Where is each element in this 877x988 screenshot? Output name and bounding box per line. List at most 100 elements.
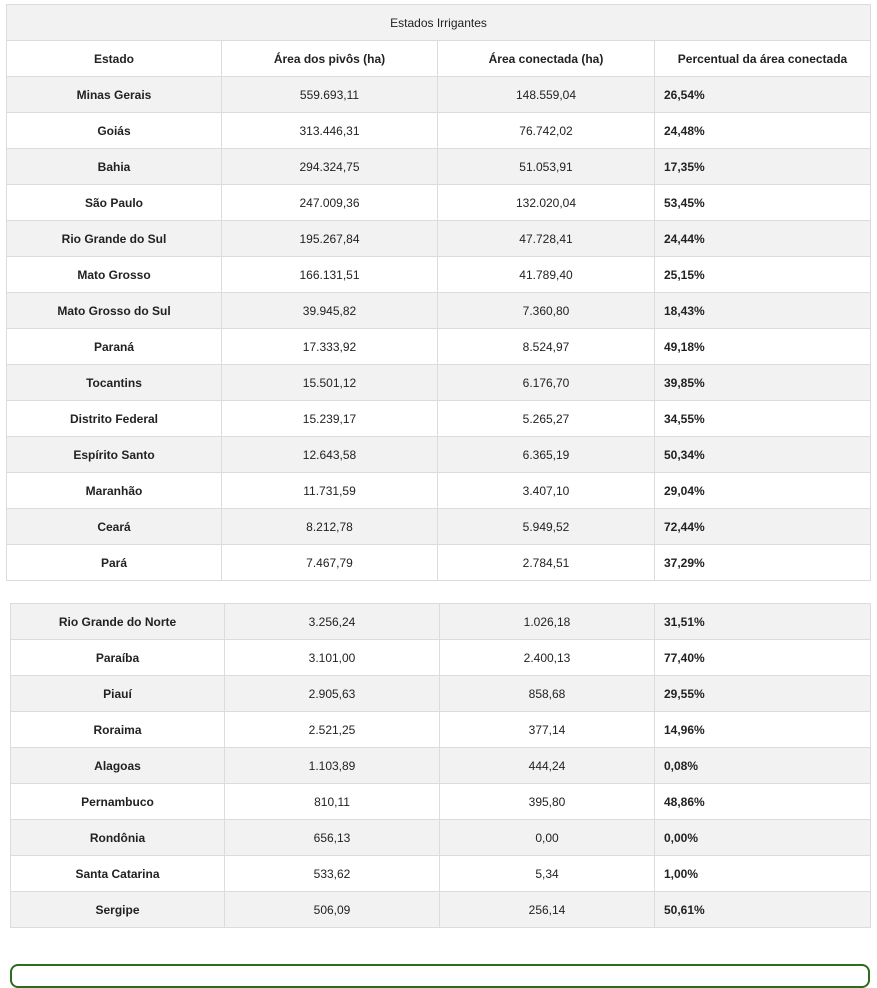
table-title: Estados Irrigantes	[5, 4, 872, 41]
connected-percent: 1,00%	[654, 855, 871, 892]
pivot-area: 8.212,78	[221, 508, 438, 545]
connected-area: 377,14	[439, 711, 655, 748]
state-name: Roraima	[10, 711, 225, 748]
state-name: Mato Grosso	[6, 256, 222, 293]
pivot-area: 15.501,12	[221, 364, 438, 401]
state-name: São Paulo	[6, 184, 222, 221]
connected-area: 132.020,04	[437, 184, 655, 221]
state-row: São Paulo 247.009,36 132.020,04 53,45%	[6, 184, 872, 221]
connected-area: 256,14	[439, 891, 655, 928]
connected-percent: 77,40%	[654, 639, 871, 676]
state-row: Roraima 2.521,25 377,14 14,96%	[10, 711, 871, 748]
column-header: Estado	[6, 40, 222, 77]
state-name: Pará	[6, 544, 222, 581]
connected-area: 2.400,13	[439, 639, 655, 676]
state-row: Espírito Santo 12.643,58 6.365,19 50,34%	[6, 436, 872, 473]
connected-percent: 17,35%	[653, 148, 872, 185]
state-row: Alagoas 1.103,89 444,24 0,08%	[10, 747, 871, 784]
connected-percent: 39,85%	[653, 364, 872, 401]
state-row: Maranhão 11.731,59 3.407,10 29,04%	[6, 472, 872, 509]
connected-percent: 0,00%	[654, 819, 871, 856]
header-row: Estado Área dos pivôs (ha) Área conectada …	[6, 40, 872, 77]
connected-area: 0,00	[439, 819, 655, 856]
state-name: Tocantins	[6, 364, 222, 401]
state-row: Rondônia 656,13 0,00 0,00%	[10, 819, 871, 856]
connected-area: 5.265,27	[437, 400, 655, 437]
pivot-area: 2.905,63	[224, 675, 440, 712]
pivot-area: 1.103,89	[224, 747, 440, 784]
connected-area: 148.559,04	[437, 76, 655, 113]
connected-percent: 0,08%	[654, 747, 871, 784]
state-name: Mato Grosso do Sul	[6, 292, 222, 329]
pivot-area: 12.643,58	[221, 436, 438, 473]
state-name: Bahia	[6, 148, 222, 185]
connected-percent: 37,29%	[653, 544, 872, 581]
connected-area: 6.176,70	[437, 364, 655, 401]
state-name: Paraíba	[10, 639, 225, 676]
state-name: Piauí	[10, 675, 225, 712]
state-row: Distrito Federal 15.239,17 5.265,27 34,55%	[6, 400, 872, 437]
pivot-area: 506,09	[224, 891, 440, 928]
pivot-area: 17.333,92	[221, 328, 438, 365]
pivot-area: 533,62	[224, 855, 440, 892]
state-row: Sergipe 506,09 256,14 50,61%	[10, 891, 871, 928]
state-row: Minas Gerais 559.693,11 148.559,04 26,54%	[6, 76, 872, 113]
pivot-area: 810,11	[224, 783, 440, 820]
connected-percent: 48,86%	[654, 783, 871, 820]
connected-area: 41.789,40	[437, 256, 655, 293]
pivot-area: 39.945,82	[221, 292, 438, 329]
pivot-area: 15.239,17	[221, 400, 438, 437]
state-name: Rondônia	[10, 819, 225, 856]
pivot-area: 247.009,36	[221, 184, 438, 221]
state-row: Mato Grosso 166.131,51 41.789,40 25,15%	[6, 256, 872, 293]
connected-area: 1.026,18	[439, 603, 655, 640]
connected-area: 47.728,41	[437, 220, 655, 257]
connected-area: 3.407,10	[437, 472, 655, 509]
pivot-area: 3.256,24	[224, 603, 440, 640]
pivot-area: 11.731,59	[221, 472, 438, 509]
connected-percent: 49,18%	[653, 328, 872, 365]
connected-area: 2.784,51	[437, 544, 655, 581]
connected-percent: 34,55%	[653, 400, 872, 437]
connected-area: 51.053,91	[437, 148, 655, 185]
connected-area: 8.524,97	[437, 328, 655, 365]
state-row: Mato Grosso do Sul 39.945,82 7.360,80 18,43…	[6, 292, 872, 329]
state-row: Pernambuco 810,11 395,80 48,86%	[10, 783, 871, 820]
state-row: Rio Grande do Norte 3.256,24 1.026,18 31,51…	[10, 603, 871, 640]
state-row: Paraná 17.333,92 8.524,97 49,18%	[6, 328, 872, 365]
connected-percent: 18,43%	[653, 292, 872, 329]
pivot-area: 7.467,79	[221, 544, 438, 581]
connected-area: 858,68	[439, 675, 655, 712]
pivot-area: 313.446,31	[221, 112, 438, 149]
state-row: Goiás 313.446,31 76.742,02 24,48%	[6, 112, 872, 149]
connected-percent: 29,04%	[653, 472, 872, 509]
state-name: Espírito Santo	[6, 436, 222, 473]
state-name: Paraná	[6, 328, 222, 365]
state-name: Rio Grande do Norte	[10, 603, 225, 640]
pivot-area: 294.324,75	[221, 148, 438, 185]
connected-percent: 31,51%	[654, 603, 871, 640]
connected-percent: 53,45%	[653, 184, 872, 221]
connected-percent: 26,54%	[653, 76, 872, 113]
state-name: Sergipe	[10, 891, 225, 928]
connected-area: 76.742,02	[437, 112, 655, 149]
pivot-area: 3.101,00	[224, 639, 440, 676]
connected-percent: 25,15%	[653, 256, 872, 293]
state-name: Rio Grande do Sul	[6, 220, 222, 257]
state-row: Pará 7.467,79 2.784,51 37,29%	[6, 544, 872, 581]
connected-area: 395,80	[439, 783, 655, 820]
pivot-area: 2.521,25	[224, 711, 440, 748]
state-row: Santa Catarina 533,62 5,34 1,00%	[10, 855, 871, 892]
connected-area: 5.949,52	[437, 508, 655, 545]
column-header: Área conectada (ha)	[437, 40, 655, 77]
state-row: Rio Grande do Sul 195.267,84 47.728,41 24,4…	[6, 220, 872, 257]
state-name: Distrito Federal	[6, 400, 222, 437]
states-table: Estados Irrigantes Estado Área dos pivôs …	[5, 4, 872, 581]
state-name: Ceará	[6, 508, 222, 545]
state-name: Santa Catarina	[10, 855, 225, 892]
connected-percent: 72,44%	[653, 508, 872, 545]
state-row: Piauí 2.905,63 858,68 29,55%	[10, 675, 871, 712]
connected-percent: 29,55%	[654, 675, 871, 712]
states-table-continued: Rio Grande do Norte 3.256,24 1.026,18 31,51…	[10, 603, 871, 928]
pivot-area: 656,13	[224, 819, 440, 856]
